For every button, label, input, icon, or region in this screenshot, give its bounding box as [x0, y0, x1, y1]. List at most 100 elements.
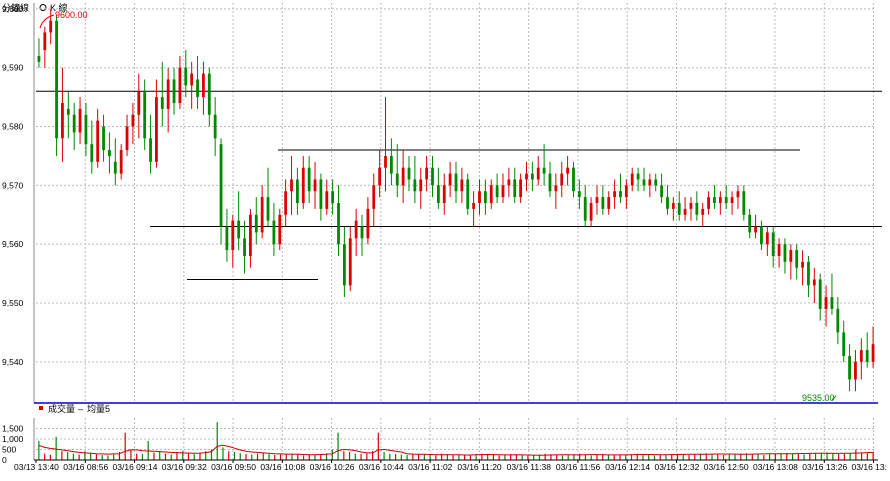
candle-body	[72, 114, 76, 133]
candle-body	[560, 173, 564, 186]
candle-body	[583, 197, 587, 221]
candle-body	[360, 226, 364, 239]
candle-body	[483, 191, 487, 203]
candle-body	[824, 297, 828, 309]
candle-body	[818, 279, 822, 309]
time-tick-label: 03/16 10:44	[359, 462, 404, 472]
time-tick-label: 03/16 11:02	[408, 462, 453, 472]
candle-body	[84, 114, 88, 145]
candle-body	[448, 173, 452, 186]
candle-body	[789, 250, 793, 262]
candle-body	[43, 32, 47, 51]
candle-body	[519, 179, 523, 198]
time-tick-label: 03/16 09:14	[113, 462, 158, 472]
time-tick-label: 03/16 12:14	[605, 462, 650, 472]
candle-body	[530, 173, 534, 180]
candle-body	[301, 167, 305, 203]
time-tick-label: 03/16 13:26	[802, 462, 847, 472]
time-tick-label: 03/13 13:40	[14, 462, 59, 472]
candle-body	[648, 179, 652, 186]
candle-body	[489, 185, 493, 203]
price-tick-label: 9,550	[2, 298, 24, 308]
candle-body	[501, 185, 505, 198]
candle-body	[113, 161, 117, 174]
min-price-marker: 9535.00	[802, 393, 835, 403]
candle-body	[295, 179, 299, 203]
candle-body	[166, 79, 170, 109]
candle-body	[442, 185, 446, 203]
candle-body	[413, 179, 417, 192]
candle-body	[771, 232, 775, 256]
candle-body	[683, 208, 687, 215]
candle-body	[619, 191, 622, 198]
candle-body	[689, 203, 693, 209]
volume-bars	[38, 422, 874, 460]
candle-body	[783, 244, 787, 262]
radio-icon[interactable]	[39, 4, 47, 11]
chart-mode-label[interactable]: 分鐘線	[2, 2, 29, 13]
candle-body	[66, 108, 70, 115]
candle-body	[671, 203, 675, 209]
time-tick-label: 03/16 11:56	[556, 462, 601, 472]
volume-legend-swatch	[39, 406, 43, 410]
kline-toggle-label[interactable]: K 線	[50, 2, 68, 13]
candle-body	[160, 97, 164, 109]
candle-body	[319, 179, 323, 209]
candle-body	[342, 244, 346, 286]
volume-legend-separator: –	[78, 404, 83, 414]
candle-body	[407, 167, 411, 180]
candle-body	[389, 155, 393, 174]
candle-body	[642, 179, 646, 186]
candle-body	[548, 173, 552, 192]
candle-body	[554, 185, 558, 192]
candle-body	[37, 55, 41, 62]
candle-body	[231, 220, 235, 251]
candle-body	[307, 167, 311, 192]
candle-body	[325, 191, 329, 209]
candle-body	[207, 73, 211, 115]
candle-body	[636, 173, 640, 180]
candle-body	[384, 155, 387, 168]
price-grid	[36, 3, 876, 403]
max-price-marker: 9600.00	[55, 10, 88, 20]
candle-body	[55, 20, 58, 139]
candle-body	[243, 238, 246, 256]
candle-body	[190, 73, 194, 86]
candle-body	[624, 185, 628, 198]
candle-body	[795, 250, 799, 268]
candle-body	[601, 197, 605, 209]
candle-body	[372, 185, 376, 209]
time-axis: 03/13 13:40 03/16 08:56 03/16 09:14 03/16 0…	[14, 460, 887, 472]
candle-body	[854, 361, 857, 380]
candle-body	[272, 220, 276, 245]
candle-body	[313, 179, 317, 192]
candle-body	[765, 232, 769, 245]
time-tick-label: 03/16 09:50	[211, 462, 256, 472]
candle-body	[654, 179, 658, 186]
price-tick-label: 9,570	[2, 180, 24, 190]
candle-body	[61, 103, 64, 139]
candle-body	[859, 350, 863, 362]
candle-body	[871, 344, 875, 362]
price-tick-label: 9,540	[2, 357, 24, 367]
candle-body	[701, 208, 705, 215]
candle-body	[495, 185, 499, 198]
candle-body	[354, 220, 358, 239]
candle-body	[525, 173, 528, 180]
candle-body	[536, 167, 540, 180]
candle-body	[337, 203, 340, 245]
volume-ma-line	[38, 444, 874, 456]
time-tick-label: 03/16 11:38	[507, 462, 552, 472]
candle-body	[848, 355, 851, 380]
candle-body	[395, 173, 399, 186]
candle-body	[108, 150, 111, 156]
candle-body	[131, 114, 135, 127]
time-tick-label: 03/16 10:08	[260, 462, 305, 472]
candle-body	[718, 197, 722, 203]
price-markers: 9600.00 9535.00	[39, 10, 837, 403]
candle-body	[149, 138, 152, 162]
chart-header: 分鐘線 K 線	[2, 2, 68, 13]
candle-body	[401, 167, 405, 186]
